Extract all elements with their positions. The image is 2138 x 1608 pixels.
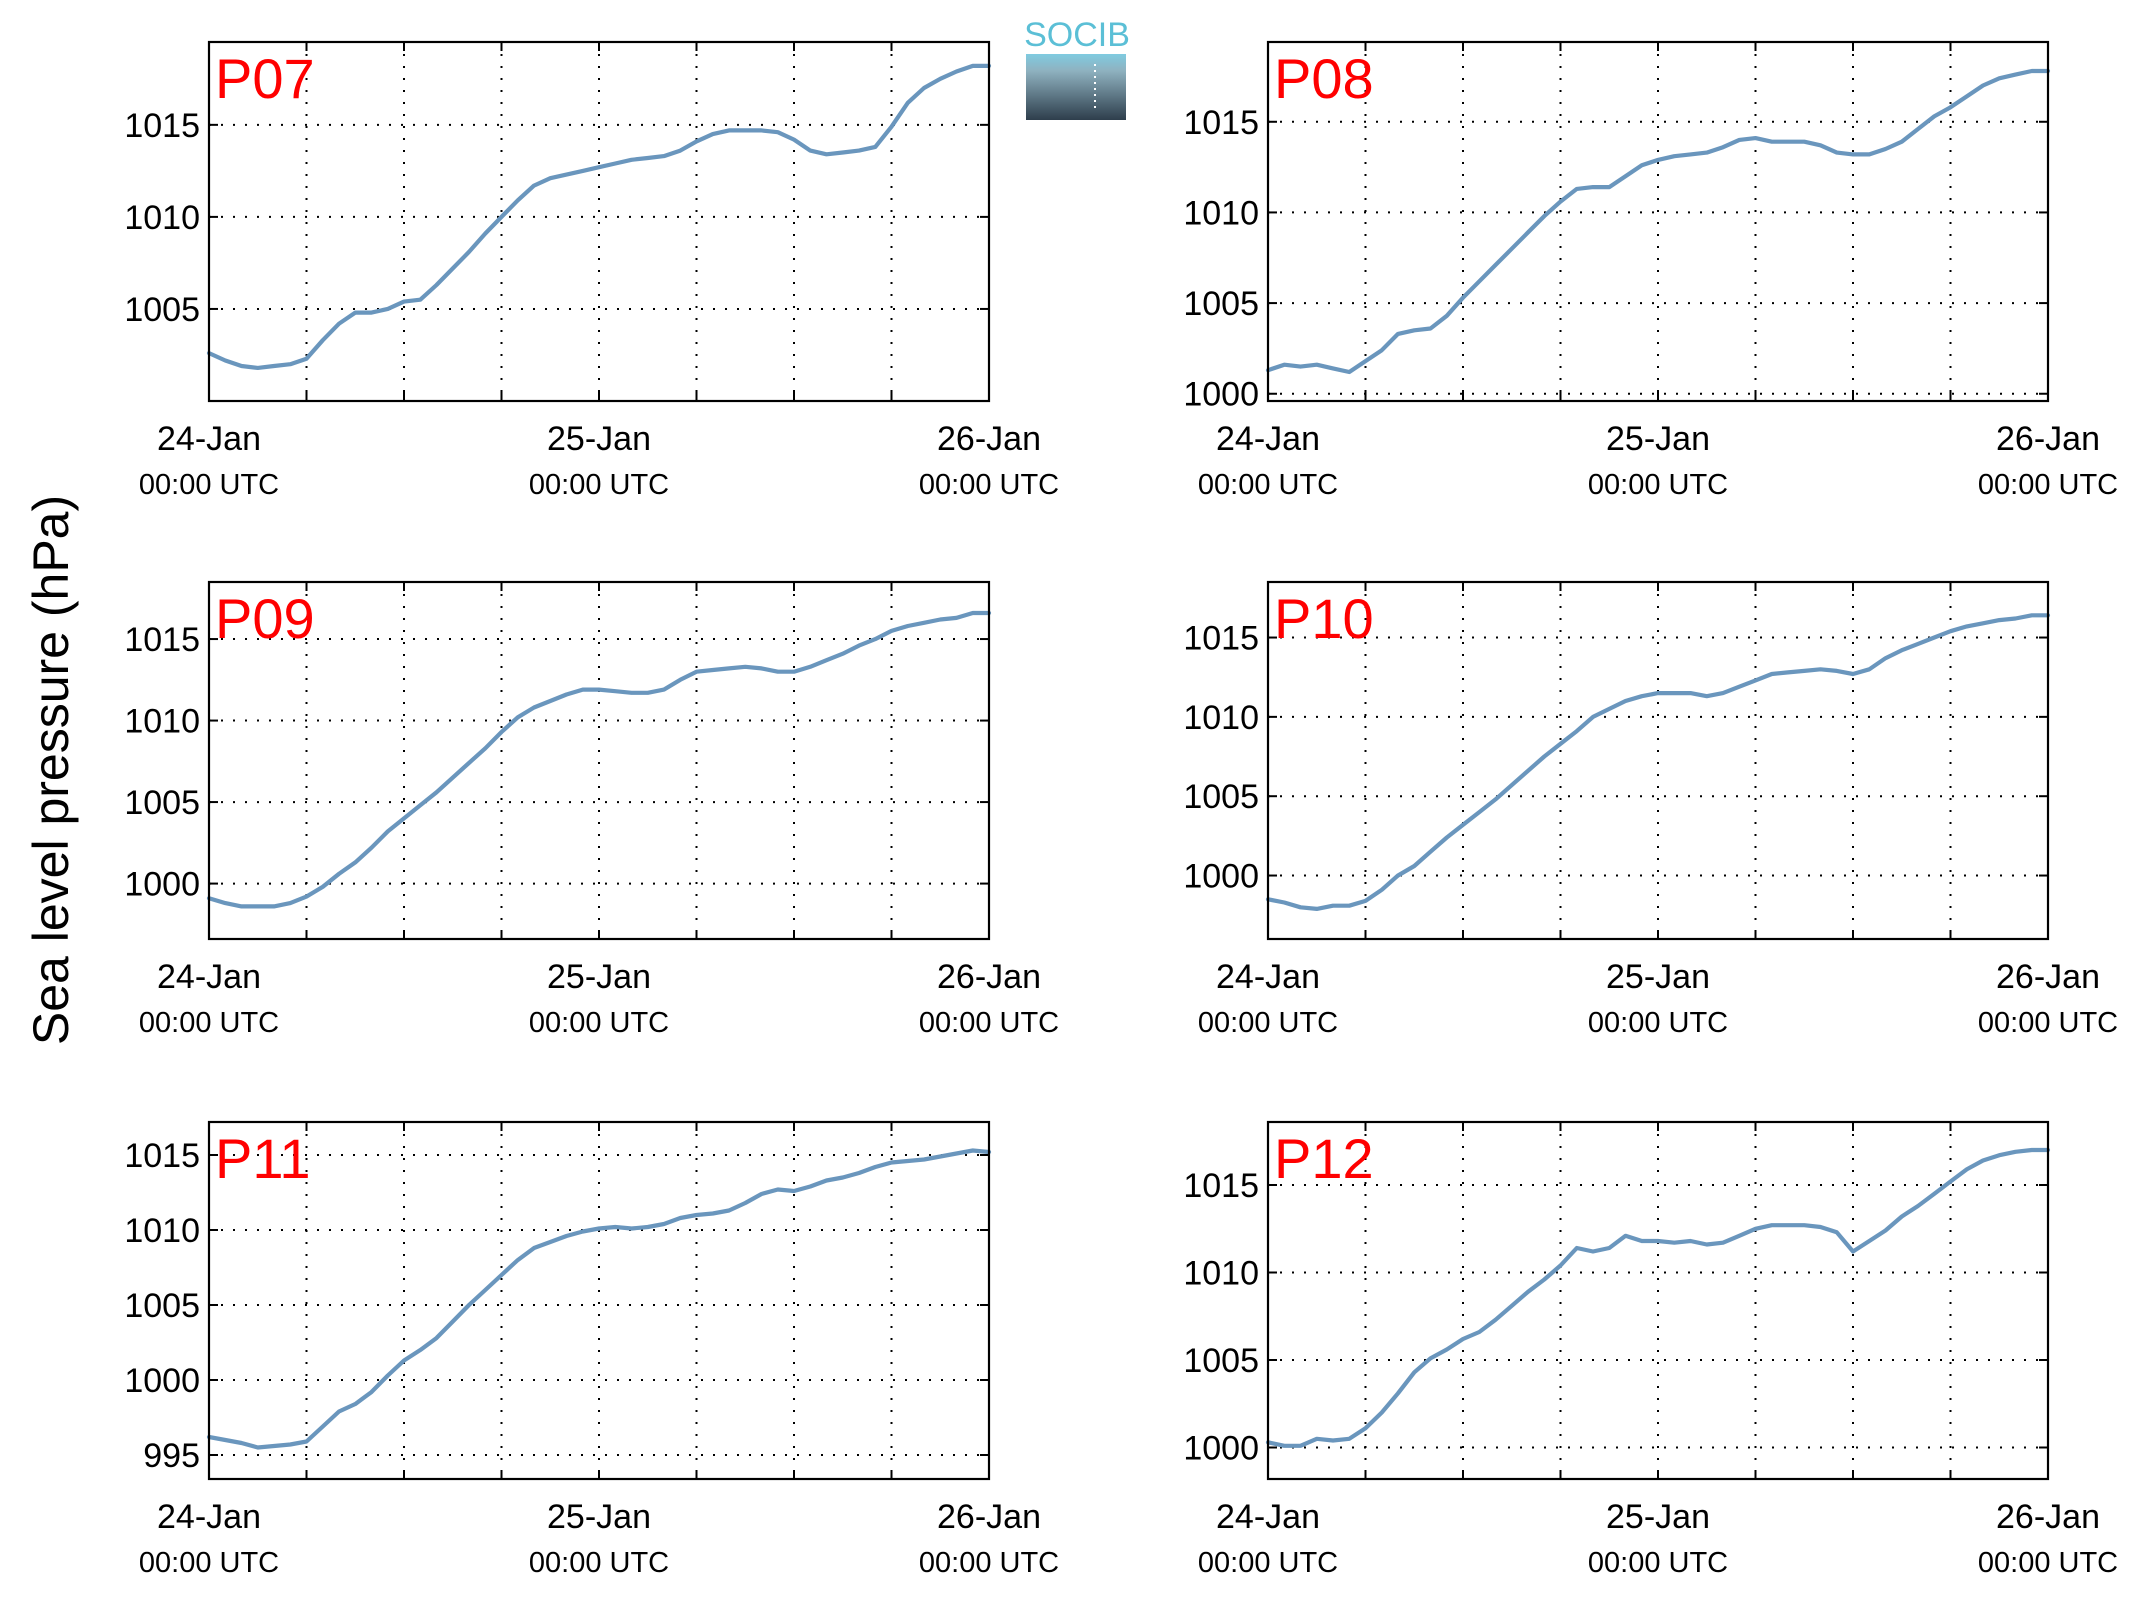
y-tick-label: 1005 — [124, 784, 200, 822]
y-tick-label: 1000 — [1183, 1430, 1259, 1468]
x-tick-label-date: 24-Jan — [1216, 1498, 1320, 1536]
y-tick-label: 1005 — [1183, 778, 1259, 816]
shared-ylabel: Sea level pressure (hPa) — [23, 495, 79, 1045]
x-tick-label-time: 00:00 UTC — [1198, 1007, 1338, 1039]
y-tick-label: 1015 — [124, 621, 200, 659]
x-tick-label-time: 00:00 UTC — [139, 1007, 279, 1039]
socib-logo-text: SOCIB — [1024, 16, 1130, 54]
x-tick-label-date: 26-Jan — [937, 958, 1041, 996]
x-tick-label-time: 00:00 UTC — [139, 1547, 279, 1579]
panel-p11: 995 1000 1005 1010 1015 24-Jan 00:00 UTC 25-Jan… — [124, 1120, 1059, 1579]
x-tick-label-date: 25-Jan — [547, 420, 651, 458]
x-tick-label-date: 25-Jan — [1606, 1498, 1710, 1536]
plot-frame — [207, 580, 991, 941]
panel-title: P11 — [215, 1127, 310, 1190]
series-line-p09 — [206, 610, 992, 909]
y-tick-label: 1005 — [1183, 285, 1259, 323]
y-tick-label: 1010 — [1183, 699, 1259, 737]
y-tick-label: 1010 — [124, 703, 200, 741]
y-tick-label: 1010 — [124, 1212, 200, 1250]
x-tick-label-time: 00:00 UTC — [919, 469, 1059, 501]
plot-frame — [207, 1120, 991, 1481]
y-tick-label: 1005 — [124, 1287, 200, 1325]
y-tick-label: 1010 — [1183, 194, 1259, 232]
panel-p12: 1000 1005 1010 1015 24-Jan 00:00 UTC 25-Jan 00:… — [1183, 1120, 2118, 1579]
x-tick-label-date: 26-Jan — [1996, 1498, 2100, 1536]
x-tick-label-time: 00:00 UTC — [919, 1007, 1059, 1039]
socib-logo: SOCIB — [1024, 16, 1130, 120]
x-tick-label-time: 00:00 UTC — [139, 469, 279, 501]
x-tick-label-date: 24-Jan — [157, 420, 261, 458]
y-tick-label: 1010 — [1183, 1255, 1259, 1293]
x-tick-label-time: 00:00 UTC — [1978, 1547, 2118, 1579]
y-tick-label: 1000 — [1183, 858, 1259, 896]
panel-title: P08 — [1274, 47, 1374, 110]
x-tick-label-time: 00:00 UTC — [1588, 469, 1728, 501]
panel-title: P12 — [1274, 1127, 1374, 1190]
x-tick-label-date: 25-Jan — [1606, 958, 1710, 996]
x-tick-label-time: 00:00 UTC — [1198, 469, 1338, 501]
series-line-p07 — [206, 63, 992, 370]
panel-p08: 1000 1005 1010 1015 24-Jan 00:00 UTC 25-Jan 00:… — [1183, 40, 2118, 501]
x-tick-label-time: 00:00 UTC — [529, 1007, 669, 1039]
panel-p09: 1000 1005 1010 1015 24-Jan 00:00 UTC 25-Jan 00:… — [124, 580, 1059, 1039]
plot-frame — [1266, 580, 2050, 941]
y-tick-label: 1015 — [1183, 104, 1259, 142]
panel-title: P09 — [215, 587, 315, 650]
x-tick-label-date: 24-Jan — [1216, 420, 1320, 458]
panels-container: 1005 1010 1015 24-Jan 00:00 UTC 25-Jan 00:00 U… — [124, 40, 2118, 1579]
x-tick-label-time: 00:00 UTC — [529, 1547, 669, 1579]
x-tick-label-date: 26-Jan — [937, 1498, 1041, 1536]
y-tick-label: 1005 — [1183, 1342, 1259, 1380]
panel-title: P07 — [215, 47, 315, 110]
x-tick-label-date: 24-Jan — [157, 958, 261, 996]
plot-frame — [207, 40, 991, 403]
panel-p07: 1005 1010 1015 24-Jan 00:00 UTC 25-Jan 00:00 U… — [124, 40, 1059, 501]
panel-title: P10 — [1274, 587, 1374, 650]
series-line-p08 — [1265, 68, 2051, 375]
x-tick-label-date: 24-Jan — [157, 1498, 261, 1536]
y-tick-label: 1015 — [124, 107, 200, 145]
y-tick-label: 1000 — [124, 866, 200, 904]
y-tick-label: 1015 — [1183, 1167, 1259, 1205]
x-tick-label-time: 00:00 UTC — [919, 1547, 1059, 1579]
socib-logo-block — [1026, 54, 1126, 120]
y-tick-label: 1000 — [1183, 376, 1259, 414]
x-tick-label-time: 00:00 UTC — [1588, 1547, 1728, 1579]
x-tick-label-time: 00:00 UTC — [529, 469, 669, 501]
plot-frame — [1266, 1120, 2050, 1481]
x-tick-label-date: 24-Jan — [1216, 958, 1320, 996]
x-tick-label-date: 25-Jan — [1606, 420, 1710, 458]
y-tick-label: 1005 — [124, 291, 200, 329]
series-line-p12 — [1265, 1147, 2051, 1448]
x-tick-label-time: 00:00 UTC — [1978, 1007, 2118, 1039]
x-tick-label-date: 26-Jan — [937, 420, 1041, 458]
x-tick-label-time: 00:00 UTC — [1588, 1007, 1728, 1039]
x-tick-label-time: 00:00 UTC — [1978, 469, 2118, 501]
plot-frame — [1266, 40, 2050, 403]
y-tick-label: 1000 — [124, 1362, 200, 1400]
y-tick-label: 1015 — [124, 1137, 200, 1175]
y-tick-label: 1010 — [124, 199, 200, 237]
series-line-p10 — [1265, 613, 2051, 912]
x-tick-label-time: 00:00 UTC — [1198, 1547, 1338, 1579]
y-tick-label: 1015 — [1183, 620, 1259, 658]
panel-p10: 1000 1005 1010 1015 24-Jan 00:00 UTC 25-Jan 00:… — [1183, 580, 2118, 1039]
y-tick-label: 995 — [143, 1437, 200, 1475]
x-tick-label-date: 26-Jan — [1996, 958, 2100, 996]
x-tick-label-date: 26-Jan — [1996, 420, 2100, 458]
x-tick-label-date: 25-Jan — [547, 958, 651, 996]
series-line-p11 — [206, 1148, 992, 1450]
x-tick-label-date: 25-Jan — [547, 1498, 651, 1536]
